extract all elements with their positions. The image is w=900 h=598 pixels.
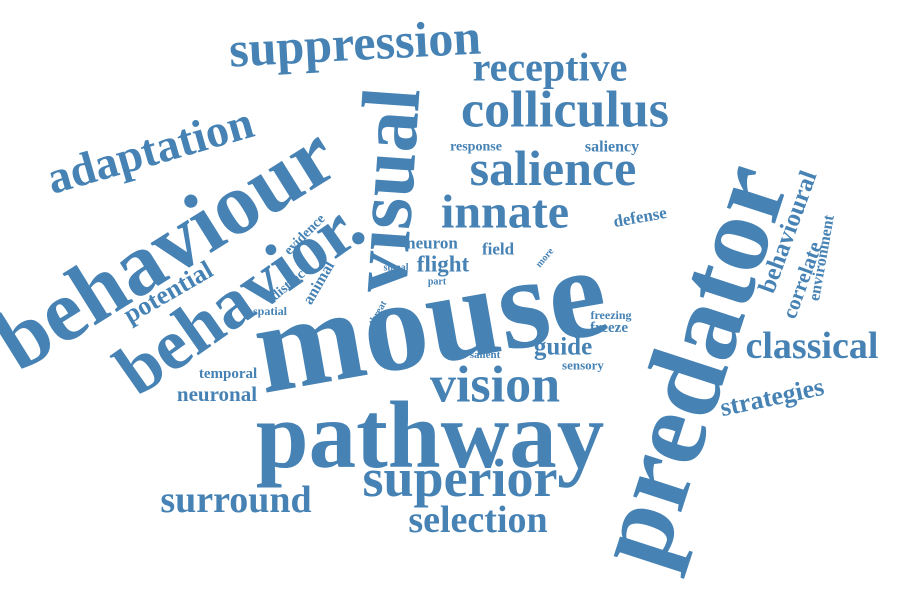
word-field: field [482,240,515,259]
word-superior: superior [363,448,558,508]
word-neuron: neuron [406,234,458,253]
word-suppression: suppression [228,8,483,77]
word-freeze: freeze [590,320,628,336]
word-vision: vision [430,357,560,414]
word-saliency: saliency [585,139,639,156]
word-part: part [428,277,447,288]
word-spatial: spatial [253,304,288,318]
word-classical: classical [746,325,879,367]
word-guide: guide [534,334,592,361]
word-freezing: freezing [590,308,631,322]
word-response: response [450,140,502,155]
word-defense: defense [612,203,669,231]
word-flight: flight [417,252,470,277]
word-sensory: sensory [562,358,604,373]
word-signal: signal [383,263,408,274]
word-colliculus: colliculus [461,82,669,139]
word-salient: salient [470,349,501,361]
word-innate: innate [441,186,569,239]
word-temporal: temporal [199,366,257,382]
word-cloud-words: mousepredatorpathwaybehaviourvisualbehav… [0,8,878,580]
word-neuronal: neuronal [177,382,257,406]
word-pathway: pathway [256,382,604,488]
word-surround: surround [160,479,311,521]
word-receptive: receptive [473,45,628,90]
word-selection: selection [408,499,547,541]
word-visual: visual [332,85,437,296]
word-salience: salience [470,140,637,196]
